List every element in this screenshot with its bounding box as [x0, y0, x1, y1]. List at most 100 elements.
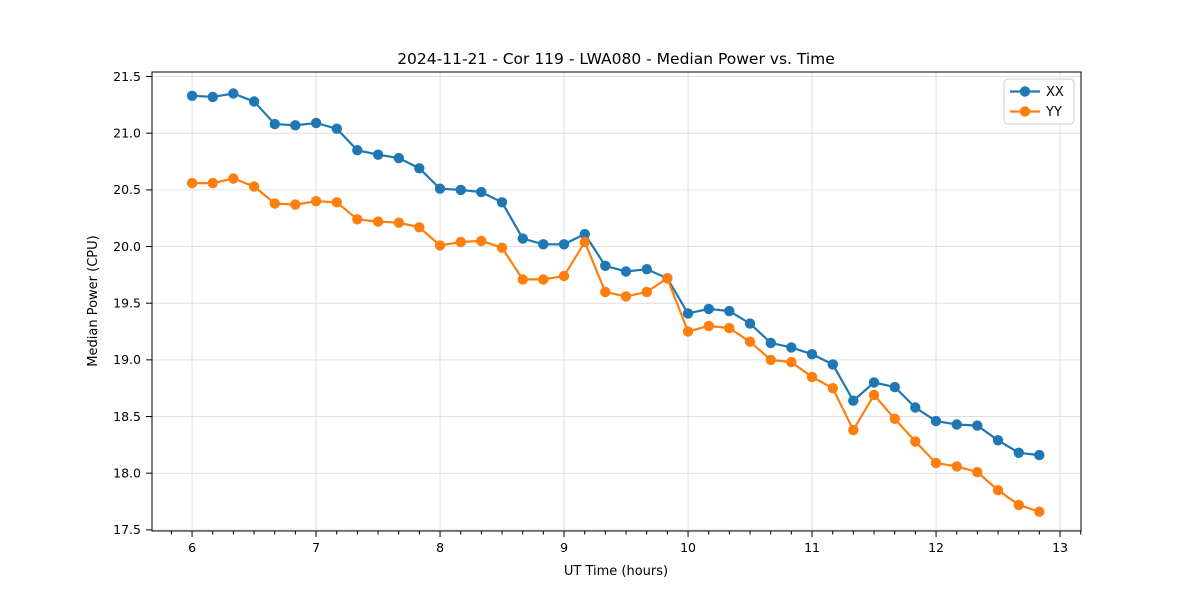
- series-YY-marker: [868, 389, 880, 401]
- series-XX-marker: [600, 260, 611, 271]
- series-XX-marker: [848, 395, 859, 406]
- series-XX-marker: [786, 342, 797, 353]
- series-YY-marker: [703, 320, 714, 332]
- series-YY-marker: [414, 222, 425, 233]
- y-axis-label: Median Power (CPU): [86, 235, 101, 366]
- series-YY-marker: [476, 235, 487, 247]
- series-YY-line: [192, 177, 1040, 513]
- x-tick-label: 10: [680, 540, 696, 555]
- series-XX-marker: [290, 120, 301, 131]
- series-YY-marker: [579, 236, 590, 248]
- series-XX-marker: [228, 88, 239, 99]
- legend-marker-YY: [1019, 106, 1031, 117]
- series-YY-marker: [269, 198, 280, 209]
- series-YY-marker: [290, 199, 301, 210]
- series-XX-marker: [910, 402, 921, 413]
- series-XX-marker: [476, 186, 487, 198]
- series-YY-marker: [434, 240, 446, 251]
- series-YY-marker: [786, 356, 797, 368]
- legend-marker-XX: [1019, 86, 1031, 97]
- series-YY-marker: [538, 274, 549, 285]
- x-tick-label: 11: [804, 540, 820, 555]
- series-YY-marker: [248, 181, 260, 192]
- series-XX-marker: [992, 435, 1004, 446]
- series-XX-marker: [682, 308, 694, 319]
- series-XX-marker: [269, 118, 280, 130]
- series-YY-marker: [889, 413, 900, 424]
- series-YY-marker: [558, 270, 570, 282]
- series-XX-marker: [1013, 447, 1024, 458]
- series-XX-marker: [352, 145, 363, 156]
- series-YY-marker: [517, 274, 528, 285]
- y-tick-label: 19.5: [113, 296, 141, 311]
- y-tick-label: 20.0: [113, 239, 141, 254]
- series-YY-marker: [992, 485, 1004, 496]
- y-tick-label: 17.5: [113, 522, 141, 537]
- y-tick-label: 18.5: [113, 409, 141, 424]
- chart-title: 2024-11-21 - Cor 119 - LWA080 - Median P…: [397, 50, 835, 68]
- series-YY-marker: [600, 286, 611, 298]
- series-XX-marker: [579, 228, 590, 240]
- series-YY-marker: [1013, 499, 1024, 511]
- series-YY-marker: [951, 461, 962, 472]
- x-tick-label: 8: [436, 540, 444, 555]
- series-XX-marker: [868, 377, 880, 388]
- series-XX-marker: [558, 239, 570, 250]
- series-YY-marker: [352, 214, 363, 225]
- series-YY-marker: [186, 177, 198, 189]
- series-XX-marker: [641, 264, 652, 275]
- series-XX-marker: [496, 197, 508, 208]
- series-YY-marker: [455, 236, 466, 248]
- series-YY-marker: [620, 291, 632, 302]
- series-XX-marker: [889, 381, 900, 393]
- series-XX-marker: [207, 91, 218, 103]
- series-XX-marker: [930, 415, 942, 427]
- x-tick-label: 6: [188, 540, 196, 555]
- axes-frame: [151, 71, 1082, 532]
- series-XX-marker: [765, 337, 776, 349]
- series-XX-marker: [703, 303, 714, 315]
- x-tick-label: 13: [1052, 540, 1068, 555]
- series-XX-marker: [1034, 449, 1045, 461]
- series-YY-marker: [207, 177, 218, 189]
- series-XX-marker: [310, 117, 322, 129]
- series-XX-marker: [744, 318, 756, 329]
- series-YY-marker: [765, 354, 776, 366]
- series-YY-marker: [310, 196, 322, 207]
- series-YY-marker: [930, 457, 942, 469]
- series-YY-marker: [972, 466, 983, 478]
- series-XX-marker: [517, 233, 528, 244]
- x-tick-label: 9: [560, 540, 568, 555]
- series-YY-marker: [393, 217, 404, 228]
- series-XX-marker: [455, 184, 466, 196]
- x-axis-label: UT Time (hours): [564, 564, 668, 579]
- series-YY-marker: [641, 286, 652, 298]
- series-XX-marker: [806, 349, 818, 360]
- y-tick-label: 20.5: [113, 182, 141, 197]
- series-YY-marker: [724, 322, 735, 334]
- series-YY-marker: [806, 371, 818, 383]
- series-YY-marker: [496, 242, 508, 253]
- series-XX-marker: [620, 266, 632, 277]
- series-YY-marker: [662, 273, 673, 284]
- series-XX-marker: [331, 123, 342, 134]
- series-YY-marker: [1034, 506, 1045, 517]
- series-YY-marker: [910, 436, 921, 447]
- y-tick-label: 19.0: [113, 352, 141, 367]
- series-XX-marker: [827, 359, 838, 370]
- series-XX-line: [192, 92, 1040, 457]
- series-XX-marker: [186, 90, 198, 102]
- legend-label-XX: XX: [1046, 85, 1064, 100]
- x-tick-label: 7: [312, 540, 320, 555]
- series-YY-marker: [331, 197, 342, 208]
- x-tick-label: 12: [928, 540, 944, 555]
- series-XX-marker: [538, 239, 549, 250]
- y-tick-label: 21.5: [113, 69, 141, 84]
- series-XX-marker: [951, 419, 962, 430]
- series-YY-marker: [372, 216, 384, 227]
- series-XX-marker: [372, 149, 384, 160]
- y-tick-label: 21.0: [113, 126, 141, 141]
- plot-area: 6 7 8 9 10 11 12 13 17.5 18.0 18.5 19.0 19.5 20.0 20.5…: [113, 69, 1082, 555]
- series-YY-marker: [228, 173, 239, 184]
